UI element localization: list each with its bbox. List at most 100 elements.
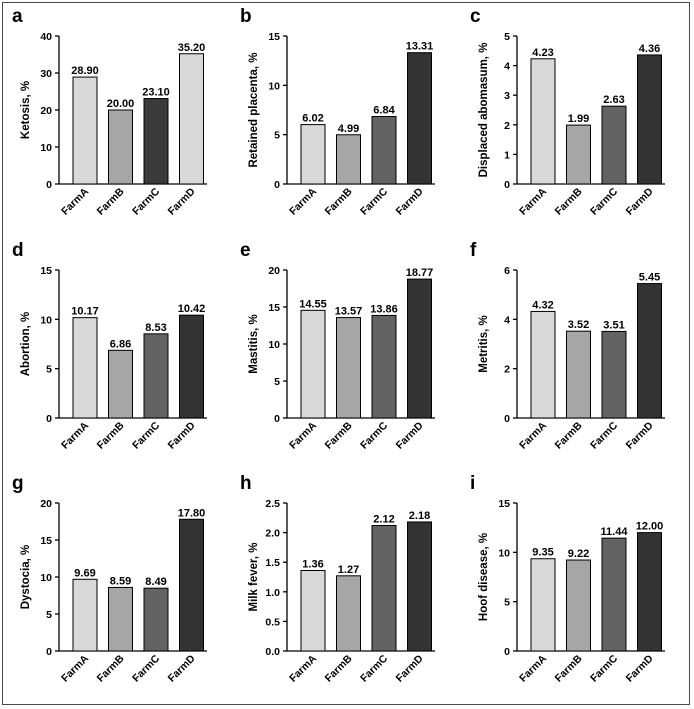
y-axis-label: Retained placenta, % xyxy=(248,52,260,167)
bar-farma xyxy=(530,558,556,652)
data-label: 9.69 xyxy=(74,567,95,579)
bar-farmc xyxy=(371,314,397,419)
data-label: 4.99 xyxy=(338,123,359,135)
x-tick-label: FarmB xyxy=(323,419,355,451)
data-label: 13.57 xyxy=(335,306,363,318)
panel-letter: a xyxy=(12,6,23,27)
x-tick-label: FarmC xyxy=(358,185,390,217)
bar-farmc xyxy=(371,524,397,652)
bar-farmb xyxy=(108,109,133,185)
y-tick-label: 10 xyxy=(268,339,280,351)
x-tick-label: FarmD xyxy=(624,652,656,684)
panel-letter: c xyxy=(470,6,481,27)
data-label: 12.00 xyxy=(636,521,664,533)
y-tick-label: 5 xyxy=(274,376,280,388)
y-axis-label: Hoof disease, % xyxy=(478,533,490,621)
data-label: 13.31 xyxy=(406,41,434,53)
bar-farma xyxy=(72,317,98,419)
data-label: 2.63 xyxy=(603,94,624,106)
panel-letter: b xyxy=(240,6,252,27)
bar-farmc xyxy=(371,116,397,185)
y-tick-label: 10 xyxy=(40,572,52,584)
data-label: 2.18 xyxy=(409,510,430,522)
bar-farmc xyxy=(601,105,627,185)
y-tick-label: 15 xyxy=(40,535,52,547)
panel-letter: e xyxy=(240,240,251,261)
y-tick-label: 5 xyxy=(504,31,510,43)
data-label: 18.77 xyxy=(406,267,434,279)
y-tick-label: 20 xyxy=(268,265,280,277)
data-label: 14.55 xyxy=(299,298,327,310)
panel-f: f Metritis, % 0 2 4 6 4.32 FarmA 3.52 FarmB 3.51 Fa… xyxy=(470,240,665,452)
data-label: 2.12 xyxy=(373,513,394,525)
y-tick-label: 0 xyxy=(504,179,510,191)
y-tick-label: 2.5 xyxy=(265,498,280,510)
data-label: 28.90 xyxy=(71,65,99,77)
panel-h: h Milk fever, % 0.0 0.5 1.0 1.5 2.0 2.5 1.36 Farm… xyxy=(240,473,435,685)
bar-farmb xyxy=(336,317,361,419)
y-axis-label: Displaced abomasum, % xyxy=(478,43,490,178)
bar-farmd xyxy=(637,532,662,652)
data-label: 4.32 xyxy=(532,299,553,311)
bar-farmb xyxy=(108,586,133,652)
data-label: 1.99 xyxy=(568,113,589,125)
bar-farmc xyxy=(143,98,169,185)
data-label: 35.20 xyxy=(178,42,206,54)
y-tick-label: 4 xyxy=(504,314,510,326)
x-tick-label: FarmB xyxy=(323,652,355,684)
panel-letter: h xyxy=(240,473,252,494)
bar-farmc xyxy=(601,330,627,419)
y-tick-label: 10 xyxy=(40,142,52,154)
data-label: 13.86 xyxy=(370,303,398,315)
data-label: 1.36 xyxy=(302,558,323,570)
data-label: 8.53 xyxy=(145,322,166,334)
data-label: 10.17 xyxy=(71,306,99,318)
y-tick-label: 40 xyxy=(40,31,52,43)
data-label: 23.10 xyxy=(142,87,170,99)
y-tick-label: 1.0 xyxy=(265,587,280,599)
bar-farmd xyxy=(179,314,204,419)
x-tick-label: FarmC xyxy=(358,419,390,451)
y-tick-label: 10 xyxy=(40,314,52,326)
y-tick-label: 0 xyxy=(504,413,510,425)
x-tick-label: FarmB xyxy=(323,185,355,217)
y-tick-label: 0 xyxy=(46,646,52,658)
bar-farmb xyxy=(336,134,361,185)
x-tick-label: FarmD xyxy=(394,652,426,684)
bar-farma xyxy=(72,76,98,185)
bar-farmd xyxy=(637,283,662,419)
x-tick-label: FarmD xyxy=(166,419,198,451)
panel-g: g Dystocia, % 0 5 10 15 20 9.69 FarmA 8.59 FarmB 8.… xyxy=(12,473,207,685)
y-tick-label: 10 xyxy=(268,80,280,92)
y-axis-label: Mastitis, % xyxy=(248,314,260,373)
x-tick-label: FarmA xyxy=(287,185,319,217)
bar-farmd xyxy=(179,53,204,185)
x-tick-label: FarmD xyxy=(394,419,426,451)
x-tick-label: FarmB xyxy=(553,419,585,451)
x-tick-label: FarmB xyxy=(95,419,127,451)
data-label: 10.42 xyxy=(178,303,206,315)
x-tick-label: FarmA xyxy=(59,652,91,684)
x-tick-label: FarmA xyxy=(517,652,549,684)
y-tick-label: 0 xyxy=(504,646,510,658)
y-axis-label: Ketosis, % xyxy=(20,81,32,139)
panel-letter: d xyxy=(12,240,24,261)
y-axis-label: Abortion, % xyxy=(20,312,32,377)
y-tick-label: 4 xyxy=(504,61,510,73)
bar-farmb xyxy=(566,330,591,419)
y-tick-label: 6 xyxy=(504,265,510,277)
data-label: 6.84 xyxy=(373,105,395,117)
y-axis-label: Dystocia, % xyxy=(20,545,32,610)
data-label: 4.36 xyxy=(639,43,660,55)
data-label: 9.22 xyxy=(568,548,589,560)
y-tick-label: 30 xyxy=(40,68,52,80)
x-tick-label: FarmA xyxy=(59,419,91,451)
bar-farma xyxy=(300,124,326,185)
panel-b: b Retained placenta, % 0 5 10 15 6.02 FarmA 4.99… xyxy=(240,6,435,218)
x-tick-label: FarmB xyxy=(95,652,127,684)
data-label: 4.23 xyxy=(532,47,553,59)
data-label: 8.59 xyxy=(110,575,131,587)
data-label: 17.80 xyxy=(178,507,206,519)
